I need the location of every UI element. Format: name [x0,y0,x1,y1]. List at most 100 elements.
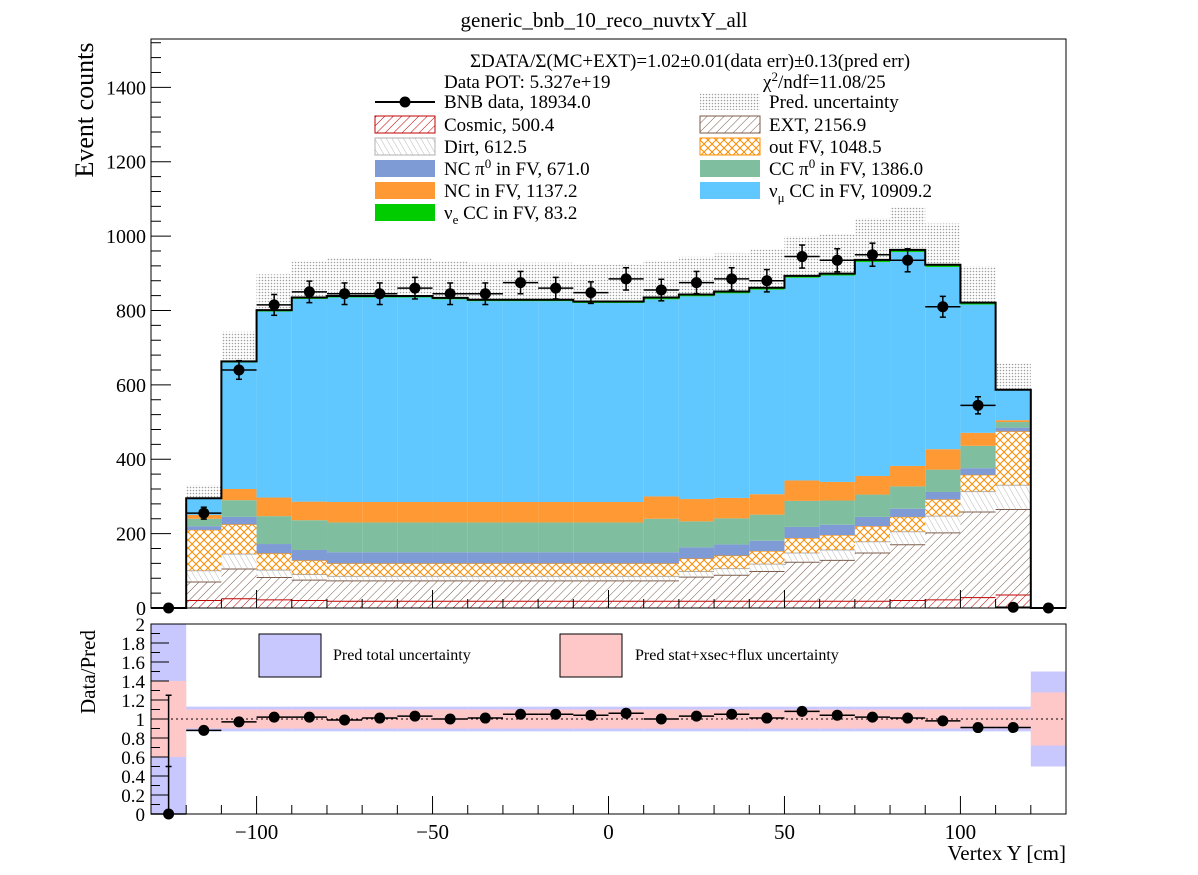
stack-bar [960,468,996,475]
legend-swatch-CCpi0 [700,160,760,177]
stack-bar [573,563,609,577]
stack-bar [291,501,327,521]
stack-bar [256,553,292,571]
stack-bar [643,601,679,608]
data-point [444,288,456,300]
stack-bar [538,576,574,581]
stack-bar [678,577,715,602]
legend-swatch-nue [375,204,435,221]
uncertainty-bin [186,485,222,499]
stack-bar [819,481,855,501]
stack-bar [925,449,961,470]
ratio-point [515,708,527,720]
stack-bar [397,601,433,608]
stack-bar [221,500,257,517]
stack-bar [749,289,785,495]
y-tick-label: 1000 [106,226,146,248]
ratio-y-tick-label: 1.6 [121,653,145,674]
stack-bar [362,601,398,608]
x-tick-label: −100 [235,820,278,844]
stack-bar [749,601,785,608]
stack-bar [784,562,820,602]
stack-bar [502,576,539,581]
ratio-point [620,707,632,719]
stack-bar [643,552,679,564]
stack-bar [854,526,891,542]
stack-bar [995,431,1031,486]
stack-bar [256,544,292,554]
stack-bar [432,601,468,608]
stack-bar [678,558,715,572]
stack-bar [608,601,644,608]
stack-bar [995,422,1031,428]
ratio-point [233,716,245,728]
stack-bar [784,552,820,563]
stack-bar [467,552,503,564]
stack-bar [573,580,609,602]
data-point [902,254,914,266]
stack-bar [362,502,398,523]
stack-bar [573,601,609,608]
stack-bar [221,362,257,489]
data-points [151,242,1066,614]
legend-data-marker [399,96,411,108]
stack-bar [186,570,222,582]
stack-bar [362,552,398,564]
stack-bar [714,518,750,545]
data-point [268,299,280,311]
stack-bar [854,552,891,602]
ratio-legend-swatch-total [258,633,322,678]
stack-bar [960,597,996,608]
stack-bar [256,577,292,600]
stack-bar [432,552,468,564]
stack-bar [749,564,785,572]
y-tick-label: 800 [116,300,146,322]
stack-bar [784,480,820,501]
chart-title: generic_bnb_10_reco_nuvtxY_all [461,8,748,32]
x-tick-label: 0 [603,820,614,844]
stack-bar [890,531,926,545]
data-point [339,288,351,300]
stack-bar [467,522,503,553]
data-point [761,275,773,287]
ratio-point [796,705,808,717]
x-axis-label: Vertex Y [cm] [947,841,1066,865]
data-point [1007,601,1019,613]
stack-bar [397,576,433,581]
stack-bar [643,299,679,497]
stack-bar [397,297,433,503]
stack-bar [749,540,785,552]
legend-label-NC: NC in FV, 1137.2 [444,181,578,202]
stack-bar [291,298,327,502]
ratio-y-tick-label: 1 [136,710,146,731]
stack-bar [714,601,750,608]
stack-bar [573,303,609,503]
stack-bar [326,563,363,577]
ratio-point [585,709,597,721]
legend-swatch-Dirt [374,137,436,156]
ratio-legend-label-total: Pred total uncertainty [333,647,471,664]
stack-bar [890,544,926,601]
stack-bar [890,252,926,466]
uncertainty-bin [890,206,926,250]
stack-bar [643,518,679,553]
stack-bar [362,297,398,503]
stack-bar [326,297,363,503]
stack-bar [925,599,961,608]
stack-bar [925,516,961,533]
stack-bar [397,563,433,577]
stack-bar [573,502,609,523]
stack-bar [819,560,855,602]
stack-bar [538,301,574,503]
x-tick-label: 50 [774,820,795,844]
data-point [937,301,949,313]
stack-bar [502,601,539,608]
stack-bar [925,264,961,267]
ratio-point [761,712,773,724]
data-point [655,284,667,296]
legend-swatch-NCpi0 [375,160,435,177]
stack-bar [326,502,363,523]
ratio-point [198,724,210,736]
stack-bar [502,301,539,503]
